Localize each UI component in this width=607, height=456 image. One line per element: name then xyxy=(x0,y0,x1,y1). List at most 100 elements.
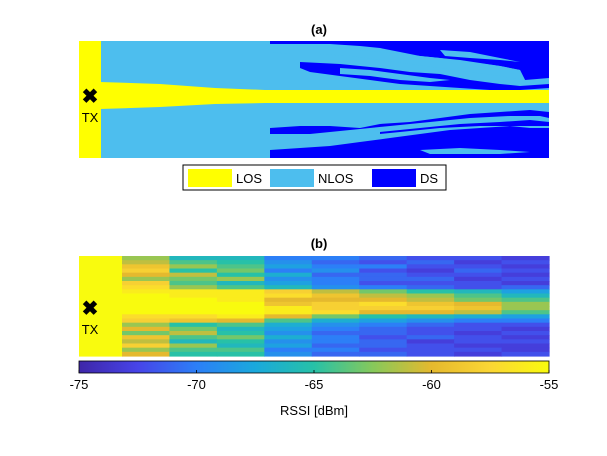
heatmap-cell xyxy=(264,343,313,349)
heatmap-cell xyxy=(359,343,408,349)
heatmap-cell xyxy=(454,335,503,340)
heatmap-cell xyxy=(501,256,550,261)
heatmap-cell xyxy=(216,335,265,340)
heatmap-cell xyxy=(406,310,455,315)
heatmap-cell xyxy=(79,335,123,340)
heatmap-cell xyxy=(264,281,313,286)
heatmap-cell xyxy=(169,339,218,345)
heatmap-cell xyxy=(216,343,265,349)
heatmap-cell xyxy=(264,268,313,274)
heatmap-cell xyxy=(359,318,408,324)
heatmap-cell xyxy=(216,339,265,345)
heatmap-cell xyxy=(311,339,360,345)
heatmap-cell xyxy=(311,322,360,328)
heatmap-cell xyxy=(79,281,123,286)
heatmap-cell xyxy=(406,347,455,353)
heatmap-cell xyxy=(169,289,218,295)
colorbar-label: RSSI [dBm] xyxy=(280,403,348,418)
heatmap-cell xyxy=(454,289,503,295)
heatmap-cell xyxy=(311,326,360,332)
heatmap-cell xyxy=(501,318,550,324)
heatmap-cell xyxy=(454,297,503,303)
heatmap-cell xyxy=(406,256,455,261)
heatmap-cell xyxy=(169,306,218,311)
heatmap-cell xyxy=(79,310,123,315)
heatmap-cell xyxy=(169,301,218,307)
heatmap-cell xyxy=(454,331,503,336)
heatmap-cell xyxy=(454,310,503,315)
heatmap-cell xyxy=(169,331,218,336)
heatmap-cell xyxy=(79,314,123,320)
heatmap-cell xyxy=(406,306,455,311)
heatmap-cell xyxy=(79,322,123,328)
heatmap-cell xyxy=(169,281,218,286)
heatmap-cell xyxy=(359,306,408,311)
heatmap-cell xyxy=(359,260,408,265)
heatmap-cell xyxy=(79,276,123,282)
heatmap-cell xyxy=(79,347,123,353)
heatmap-cell xyxy=(311,260,360,265)
heatmap-cell xyxy=(359,326,408,332)
heatmap-cell xyxy=(359,314,408,320)
heatmap-cell xyxy=(169,351,218,357)
colorbar-tick-label: -60 xyxy=(422,377,441,392)
heatmap-cell xyxy=(79,306,123,311)
heatmap-cell xyxy=(359,297,408,303)
heatmap-cell xyxy=(79,264,123,270)
heatmap-cell xyxy=(501,293,550,299)
heatmap-cell xyxy=(216,318,265,324)
panel-a-ds-band xyxy=(300,62,549,90)
heatmap-cell xyxy=(169,343,218,349)
heatmap-cell xyxy=(122,331,171,336)
heatmap-cell xyxy=(264,310,313,315)
heatmap-cell xyxy=(216,281,265,286)
heatmap-cell xyxy=(216,268,265,274)
legend-entry-los: LOS xyxy=(188,169,262,187)
heatmap-cell xyxy=(406,301,455,307)
heatmap-cell xyxy=(359,310,408,315)
colorbar-tick-label: -65 xyxy=(305,377,324,392)
heatmap-cell xyxy=(454,343,503,349)
heatmap-cell xyxy=(216,289,265,295)
legend-entry-ds: DS xyxy=(372,169,438,187)
heatmap-cell xyxy=(501,351,550,357)
heatmap-cell xyxy=(169,318,218,324)
heatmap-cell xyxy=(122,297,171,303)
heatmap-cell xyxy=(216,331,265,336)
heatmap-cell xyxy=(264,276,313,282)
heatmap-cell xyxy=(79,351,123,357)
panel-a-nlos-gap xyxy=(272,45,525,80)
heatmap-cell xyxy=(264,297,313,303)
heatmap-cell xyxy=(454,326,503,332)
heatmap-cell xyxy=(264,322,313,328)
heatmap-cell xyxy=(359,322,408,328)
heatmap-cell xyxy=(264,256,313,261)
heatmap-cell xyxy=(311,347,360,353)
heatmap-cell xyxy=(406,276,455,282)
heatmap-cell xyxy=(501,310,550,315)
heatmap-cell xyxy=(79,339,123,345)
panel-a-tx-marker-icon: ✖ xyxy=(82,86,99,108)
heatmap-cell xyxy=(122,351,171,357)
heatmap-cell xyxy=(216,314,265,320)
heatmap-cell xyxy=(122,314,171,320)
heatmap-cell xyxy=(406,335,455,340)
legend-swatch-los xyxy=(188,169,232,187)
heatmap-cell xyxy=(122,260,171,265)
heatmap-cell xyxy=(122,276,171,282)
heatmap-cell xyxy=(169,335,218,340)
heatmap-cell xyxy=(359,301,408,307)
heatmap-cell xyxy=(454,306,503,311)
panel-b-title: (b) xyxy=(311,236,328,251)
heatmap-cell xyxy=(501,322,550,328)
heatmap-cell xyxy=(216,326,265,332)
heatmap-cell xyxy=(264,331,313,336)
heatmap-cell xyxy=(169,276,218,282)
heatmap-cell xyxy=(311,285,360,290)
heatmap-cell xyxy=(454,301,503,307)
heatmap-cell xyxy=(122,301,171,307)
heatmap-cell xyxy=(359,264,408,270)
heatmap-cell xyxy=(122,343,171,349)
heatmap-cell xyxy=(216,256,265,261)
heatmap-cell xyxy=(501,264,550,270)
